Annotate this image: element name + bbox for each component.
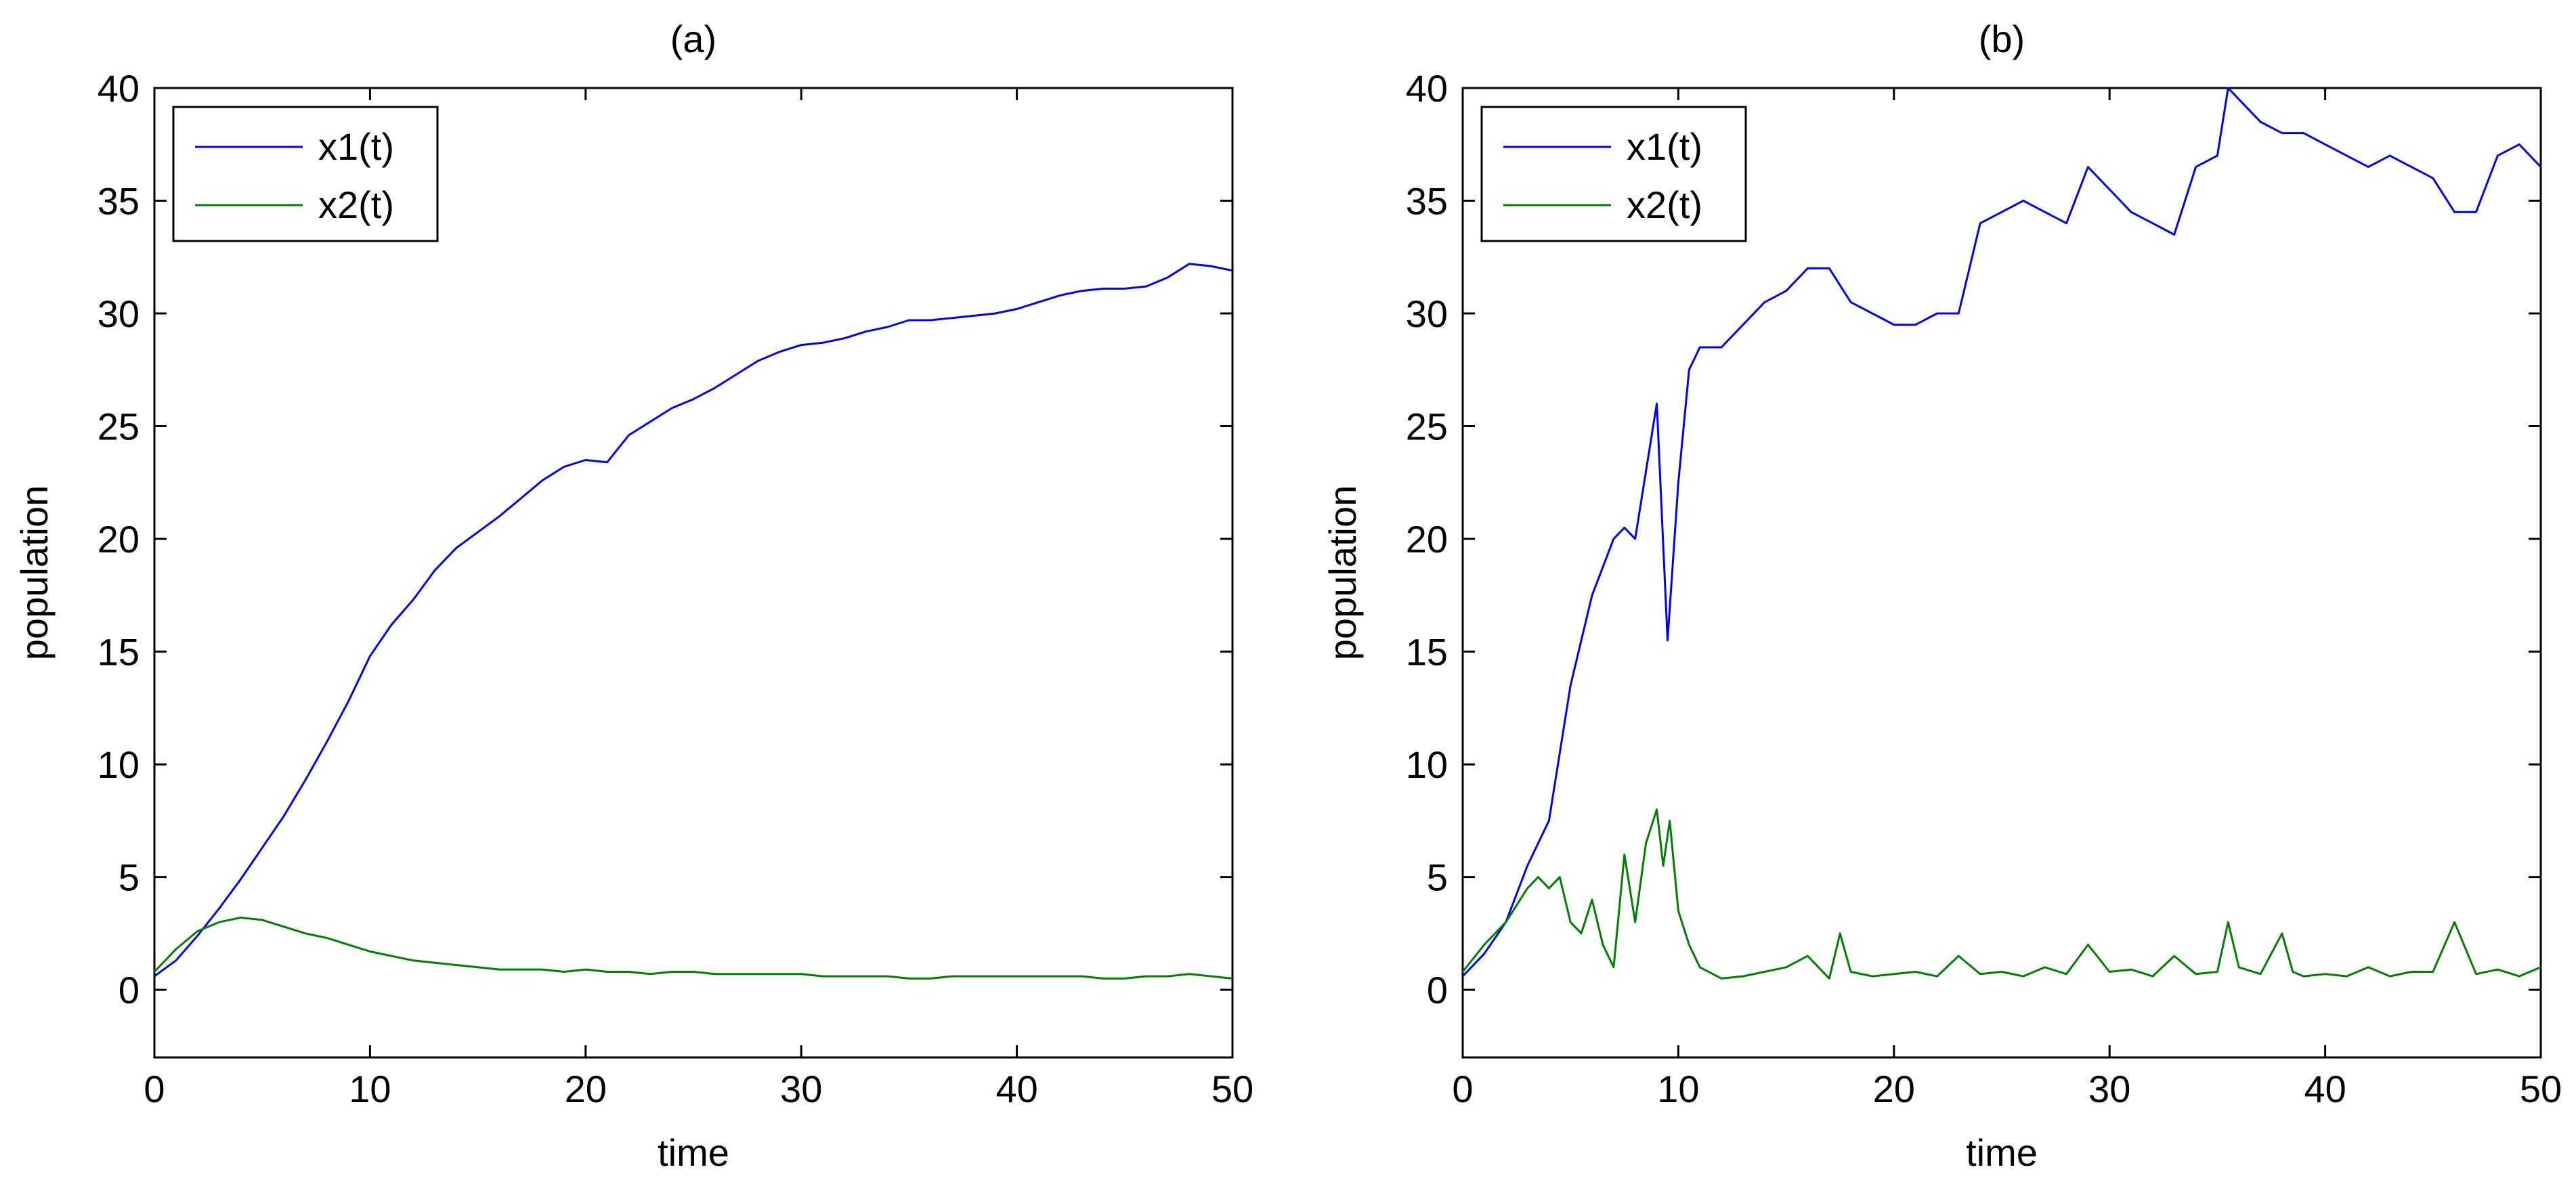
y-tick-label-b: 35: [1406, 180, 1448, 223]
x-tick-label-b: 40: [2304, 1068, 2346, 1110]
x-tick-label-b: 10: [1657, 1068, 1699, 1110]
chart-title-a: (a): [670, 18, 716, 60]
y-tick-label-a: 15: [98, 631, 139, 674]
x-tick-label-a: 0: [144, 1068, 165, 1110]
series-line-x1t-a: [154, 263, 1233, 978]
x-tick-label-b: 50: [2520, 1068, 2562, 1110]
y-tick-label-a: 25: [98, 406, 139, 448]
y-tick-label-b: 25: [1406, 406, 1448, 448]
legend-box-a: [172, 106, 439, 242]
y-tick-label-a: 40: [98, 67, 139, 110]
x-tick-label-b: 20: [1873, 1068, 1915, 1110]
x-tick-label-a: 10: [349, 1068, 391, 1110]
legend-a: x1(t) x2(t): [172, 106, 439, 242]
y-tick-label-b: 5: [1427, 856, 1448, 899]
legend-label-x2-b: x2(t): [1627, 183, 1702, 226]
x-tick-label-b: 0: [1452, 1068, 1473, 1110]
series-lines-b: [1461, 87, 2542, 980]
x-axis-label-b: time: [1966, 1131, 2038, 1174]
x-axis-ticks-a: 0 10 20 30 40 50: [144, 88, 1253, 1110]
y-tick-label-a: 30: [98, 292, 139, 335]
chart-title-b: (b): [1979, 18, 2025, 60]
y-tick-label-a: 20: [98, 518, 139, 561]
y-axis-ticks-a: 0 5 10 15 20 25 30 35 40: [98, 67, 1232, 1011]
y-axis-ticks-b: 0 5 10 15 20 25 30 35 40: [1406, 67, 2541, 1011]
y-tick-label-b: 0: [1427, 969, 1448, 1011]
y-tick-label-b: 40: [1406, 67, 1448, 110]
legend-label-x2-a: x2(t): [318, 183, 394, 226]
legend-label-x1-b: x1(t): [1627, 125, 1702, 168]
series-line-x2t-b: [1461, 808, 2541, 980]
y-tick-label-a: 0: [119, 969, 139, 1011]
y-axis-label-a: population: [13, 485, 56, 660]
y-tick-label-b: 30: [1406, 292, 1448, 335]
y-tick-label-b: 15: [1406, 631, 1448, 674]
y-tick-label-a: 5: [119, 856, 139, 899]
series-line-x2t-a: [153, 917, 1233, 980]
x-tick-label-a: 40: [995, 1068, 1037, 1110]
series-line-x1t-b: [1461, 87, 2542, 978]
y-axis-label-b: population: [1321, 485, 1364, 660]
y-tick-label-b: 10: [1406, 743, 1448, 786]
series-lines-a: [153, 263, 1233, 980]
x-tick-label-a: 30: [780, 1068, 822, 1110]
y-tick-label-a: 10: [98, 743, 139, 786]
legend-b: x1(t) x2(t): [1480, 106, 1747, 242]
x-tick-label-a: 50: [1211, 1068, 1253, 1110]
x-axis-ticks-b: 0 10 20 30 40 50: [1452, 88, 2562, 1110]
plot-area-b: [1461, 87, 2542, 1059]
chart-panel-b: 0 10 20 30 40 50 0 5 10 15 20 25 30 35 40 (b) time po…: [1321, 18, 2562, 1174]
chart-panel-a: 0 10 20 30 40 50 0 5 10 15 20 25 30 35 40 (a) time po…: [13, 18, 1253, 1174]
plot-area-a: [153, 87, 1234, 1059]
x-tick-label-a: 20: [565, 1068, 607, 1110]
legend-label-x1-a: x1(t): [318, 125, 394, 168]
y-tick-label-b: 20: [1406, 518, 1448, 561]
legend-box-b: [1480, 106, 1747, 242]
y-tick-label-a: 35: [98, 180, 139, 223]
x-tick-label-b: 30: [2088, 1068, 2130, 1110]
x-axis-label-a: time: [658, 1131, 729, 1174]
